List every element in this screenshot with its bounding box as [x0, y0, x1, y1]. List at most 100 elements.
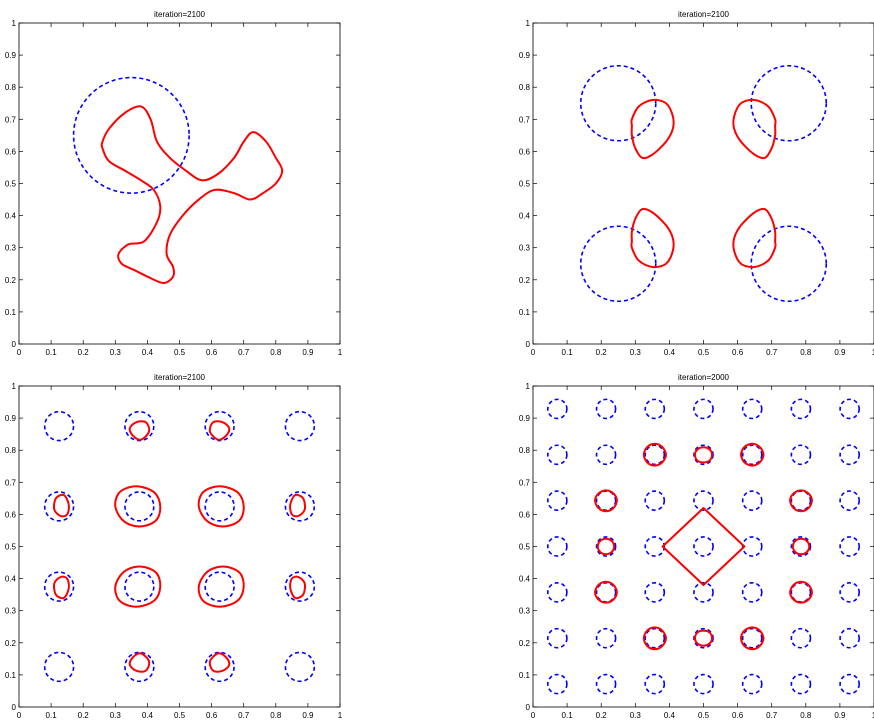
x-tick-label: 0.1 — [46, 711, 58, 720]
level-set-contour — [789, 580, 813, 604]
x-tick-label: 0.8 — [270, 348, 282, 357]
initial-circle — [546, 536, 568, 557]
initial-circle — [204, 651, 235, 683]
initial-circle — [693, 627, 714, 649]
initial-circle — [693, 398, 714, 420]
level-set-contour — [289, 575, 307, 600]
y-tick-label: 1 — [526, 382, 531, 391]
level-set-contour — [128, 420, 151, 441]
initial-circle — [741, 673, 763, 695]
initial-circle — [284, 571, 316, 602]
initial-circle — [741, 536, 763, 557]
level-set-contour — [693, 629, 714, 647]
initial-circle — [839, 490, 861, 511]
x-tick-label: 0.9 — [302, 711, 314, 720]
x-tick-label: 0.7 — [238, 348, 250, 357]
initial-circle — [204, 571, 235, 602]
initial-circle — [546, 444, 568, 466]
initial-circle — [579, 225, 657, 303]
initial-circle — [790, 673, 812, 695]
plot-frame — [18, 22, 341, 345]
initial-circle — [644, 627, 666, 649]
plot-area — [546, 398, 861, 695]
y-tick-label: 0 — [526, 703, 531, 712]
plot-frame — [532, 385, 874, 708]
initial-circle — [43, 571, 75, 602]
level-set-contour — [661, 506, 746, 587]
y-tick-label: 0.5 — [519, 180, 531, 189]
y-tick-label: 0.4 — [519, 575, 531, 584]
y-tick-label: 0.9 — [5, 51, 17, 60]
y-tick-label: 1 — [526, 19, 531, 28]
initial-circle — [284, 410, 316, 442]
initial-circle — [595, 398, 617, 420]
x-tick-label: 0.5 — [698, 711, 710, 720]
y-tick-label: 0.2 — [5, 276, 17, 285]
initial-circle — [839, 673, 861, 695]
initial-circle — [839, 582, 861, 603]
level-set-contour — [740, 442, 765, 467]
y-tick-label: 0.1 — [5, 308, 17, 317]
x-tick-label: 0.5 — [174, 711, 186, 720]
y-tick-label: 0 — [12, 703, 17, 712]
initial-circle — [43, 491, 75, 522]
initial-circle — [124, 651, 155, 683]
initial-circle — [693, 673, 714, 695]
initial-circle — [790, 627, 812, 649]
initial-circle — [750, 64, 828, 142]
initial-circle — [546, 490, 568, 511]
y-tick-label: 0.6 — [5, 510, 17, 519]
x-tick-label: 0.4 — [664, 348, 676, 357]
initial-circle — [546, 627, 568, 649]
level-set-contour — [197, 485, 245, 528]
initial-circle — [644, 673, 666, 695]
level-set-contour — [114, 565, 162, 608]
y-tick-label: 0.3 — [519, 244, 531, 253]
x-tick-label: 0 — [531, 348, 536, 357]
y-tick-label: 0.4 — [5, 575, 17, 584]
level-set-contour — [740, 626, 765, 651]
initial-circle — [579, 64, 657, 142]
y-tick-label: 0.5 — [5, 543, 17, 552]
level-set-contour — [114, 485, 162, 528]
x-tick-label: 0.2 — [596, 348, 608, 357]
plot-area — [72, 76, 284, 285]
plot-frame — [532, 22, 874, 345]
x-tick-label: 0.8 — [270, 711, 282, 720]
x-tick-label: 0.1 — [46, 348, 58, 357]
x-tick-label: 0.5 — [174, 348, 186, 357]
y-tick-label: 0.4 — [5, 212, 17, 221]
x-tick-label: 0.9 — [834, 348, 846, 357]
initial-circle — [693, 490, 714, 511]
y-tick-label: 0.2 — [519, 639, 531, 648]
initial-circle — [284, 491, 316, 522]
initial-circle — [790, 536, 812, 557]
x-tick-label: 0.1 — [562, 711, 574, 720]
initial-circle — [693, 582, 714, 603]
chart-title: iteration=2100 — [154, 373, 205, 382]
initial-circle — [43, 651, 75, 683]
x-tick-label: 0.3 — [630, 348, 642, 357]
x-tick-label: 0.8 — [800, 348, 812, 357]
initial-circle — [644, 536, 666, 557]
chart-panel-3: iteration=2100 0 0.1 0.2 0.3 0.4 0.5 0.6 0.7 0.8 0… — [5, 373, 343, 720]
plot-area — [43, 410, 316, 683]
level-set-contour — [197, 565, 245, 608]
y-tick-label: 0.4 — [519, 212, 531, 221]
x-tick-label: 0.6 — [732, 711, 744, 720]
y-tick-label: 0.2 — [519, 276, 531, 285]
y-tick-label: 1 — [12, 19, 17, 28]
x-tick-label: 0.2 — [78, 711, 90, 720]
y-tick-label: 0.7 — [519, 478, 531, 487]
y-tick-label: 0.8 — [519, 446, 531, 455]
x-tick-label: 0.4 — [664, 711, 676, 720]
level-set-contour — [789, 489, 813, 513]
initial-circle — [750, 225, 828, 303]
level-set-contour — [594, 580, 618, 604]
level-set-contour — [630, 207, 675, 269]
initial-circle — [741, 444, 763, 466]
y-tick-label: 0.9 — [5, 414, 17, 423]
x-tick-label: 0 — [17, 348, 22, 357]
chart-panel-2: iteration=2100 0 0.1 0.2 0.3 0.4 0.5 0.6 0.7 0.8 0… — [519, 10, 874, 357]
level-set-contour — [289, 493, 307, 518]
